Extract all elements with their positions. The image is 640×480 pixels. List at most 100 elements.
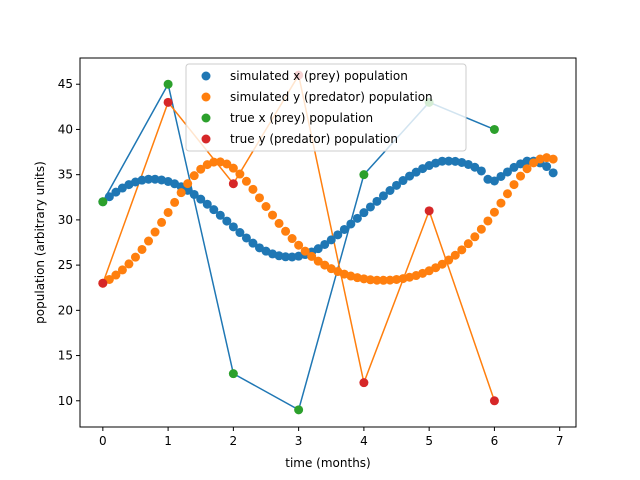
simulated-y-predator-population-point [307,251,317,261]
simulated-y-predator-population-point [196,164,206,174]
true-x-prey-population-point [359,170,369,180]
legend: simulated x (prey) population simulated y… [185,63,467,152]
simulated-x-prey-population-point [222,216,232,226]
simulated-x-prey-population-point [215,210,225,220]
simulated-y-predator-population-point [483,216,493,226]
simulated-x-prey-population-point [398,176,408,186]
simulated-x-prey-population-point [287,252,297,262]
simulated-x-prey-population-point [111,187,121,197]
simulated-y-predator-population-point [144,236,154,246]
simulated-y-predator-population-point [235,169,245,179]
true-y-predator-population-point [359,378,369,388]
simulated-x-prey-population-point [496,171,506,181]
simulated-y-predator-population-point [450,250,460,260]
simulated-x-prey-population-point [202,199,212,209]
x-tick-label: 0 [99,434,107,448]
simulated-y-predator-population-point [183,179,193,189]
true-x-prey-population-point [294,405,304,415]
true-y-predator-population-point [424,206,434,216]
simulated-y-predator-population-point [509,180,519,190]
simulated-x-prey-population-point [444,156,454,166]
y-axis-ticks: 10 15 20 25 30 35 40 45 [58,77,80,408]
simulated-x-prey-population-point [352,213,362,223]
true-x-prey-population-point [489,124,499,134]
simulated-x-prey-population-point [326,235,336,245]
simulated-y-predator-population-point [365,275,375,285]
simulated-x-prey-population-point [241,233,251,243]
simulated-y-predator-population-point [274,218,284,228]
legend-marker [201,92,211,102]
legend-marker [201,134,211,144]
simulated-y-predator-population-point [437,259,447,269]
x-axis-ticks: 0 1 2 3 4 5 6 7 [99,427,564,448]
x-tick-label: 7 [556,434,564,448]
simulated-x-prey-population-point [235,228,245,238]
simulated-y-predator-population-point [248,184,258,194]
simulated-x-prey-population-point [150,174,160,184]
simulated-x-prey-population-point [248,238,258,248]
y-tick-label: 30 [58,213,73,227]
legend-entry-label: simulated y (predator) population [230,90,433,104]
axes-frame [79,57,577,428]
true-y-predator-population-point [228,179,238,189]
simulated-x-prey-population-point [385,185,395,195]
simulated-x-prey-population-series [98,156,558,262]
simulated-y-predator-population-point [372,275,382,285]
simulated-x-prey-population-point [365,202,375,212]
simulated-y-predator-population-point [209,157,219,167]
simulated-x-prey-population-point [320,239,330,249]
simulated-y-predator-population-point [228,163,238,173]
legend-entry-label: simulated x (prey) population [230,69,408,83]
y-tick-label: 40 [58,122,73,136]
simulated-y-predator-population-point [104,274,114,284]
simulated-y-predator-population-point [111,270,121,280]
simulated-x-prey-population-point [542,162,552,172]
true-y-predator-population-point [489,396,499,406]
simulated-y-predator-population-point [489,207,499,217]
simulated-y-predator-population-point [378,275,388,285]
points-layer [98,70,558,415]
simulated-y-predator-population-point [502,189,512,199]
simulated-y-predator-population-point [130,252,140,262]
x-tick-label: 4 [360,434,368,448]
simulated-y-predator-population-point [457,245,467,255]
simulated-x-prey-population-point [189,189,199,199]
plot-area [98,70,558,415]
simulated-x-prey-population-point [228,222,238,232]
true-x-prey-population-point [228,369,238,379]
simulated-x-prey-population-point [359,208,369,218]
simulated-y-predator-population-point [137,244,147,254]
simulated-y-predator-population-point [268,210,278,220]
legend-entry-label: true x (prey) population [230,111,373,125]
simulated-y-predator-population-point [241,176,251,186]
simulated-y-predator-population-point [313,256,323,266]
y-tick-label: 35 [58,168,73,182]
x-axis-label: time (months) [285,456,371,470]
simulated-y-predator-population-point [261,202,271,212]
simulated-y-predator-population-point [385,275,395,285]
simulated-y-predator-population-point [294,240,304,250]
simulated-y-predator-population-point [287,234,297,244]
simulated-y-predator-population-point [254,193,264,203]
simulated-y-predator-population-point [463,239,473,249]
simulated-x-prey-population-point [476,166,486,176]
simulated-y-predator-population-point [470,232,480,242]
legend-entry-label: true y (predator) population [230,132,398,146]
simulated-x-prey-population-point [339,224,349,234]
y-tick-label: 10 [58,394,73,408]
y-axis-label: population (arbitrary units) [33,161,47,324]
simulated-y-predator-population-point [170,197,180,207]
simulated-x-prey-population-point [405,171,415,181]
simulated-y-predator-population-point [176,188,186,198]
y-tick-label: 25 [58,258,73,272]
legend-marker [201,113,211,123]
true-x-prey-population-point [163,79,173,89]
simulated-x-prey-population-point [548,168,558,178]
true-y-predator-population-point [163,97,173,107]
simulated-x-prey-population-point [470,162,480,172]
y-tick-label: 20 [58,303,73,317]
simulated-y-predator-population-point [150,227,160,237]
simulated-x-prey-population-point [104,192,114,202]
